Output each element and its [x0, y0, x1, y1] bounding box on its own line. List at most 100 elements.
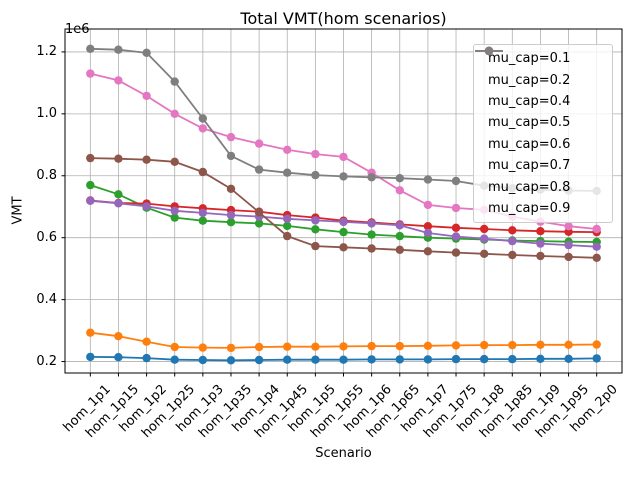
data-point-marker: [339, 172, 348, 181]
series-mu_cap=0.7: [86, 153, 601, 262]
data-point-marker: [311, 241, 320, 251]
data-point-marker: [480, 224, 489, 234]
data-point-marker: [170, 109, 179, 119]
data-point-marker: [226, 184, 236, 193]
data-point-marker: [226, 218, 236, 227]
data-point-marker: [226, 210, 236, 220]
legend-label: mu_cap=0.6: [488, 136, 571, 152]
data-point-marker: [536, 227, 545, 236]
data-point-marker: [339, 227, 348, 237]
data-point-marker: [480, 234, 489, 243]
y-tick-label: 1.2: [36, 43, 57, 59]
data-point-marker: [592, 253, 601, 262]
data-point-marker: [283, 221, 292, 231]
data-point-marker: [254, 139, 264, 148]
data-point-marker: [451, 354, 461, 364]
data-point-marker: [592, 340, 601, 349]
data-point-marker: [508, 236, 517, 246]
data-point-marker: [226, 343, 236, 353]
data-point-marker: [283, 214, 292, 223]
data-point-marker: [564, 252, 573, 262]
data-point-marker: [367, 341, 376, 351]
legend-label: mu_cap=0.8: [488, 179, 571, 195]
legend-label: mu_cap=0.9: [488, 200, 571, 216]
data-point-marker: [451, 248, 461, 257]
data-point-marker: [339, 243, 348, 252]
data-point-marker: [508, 354, 517, 364]
data-point-marker: [395, 186, 404, 195]
data-point-marker: [423, 175, 433, 184]
data-point-marker: [254, 208, 264, 217]
data-point-marker: [536, 340, 545, 349]
data-point-marker: [311, 216, 320, 225]
data-point-marker: [339, 217, 348, 227]
y-tick-label: 0.4: [36, 291, 57, 307]
data-point-marker: [114, 199, 123, 208]
data-point-marker: [311, 355, 320, 364]
legend-label: mu_cap=0.4: [488, 93, 571, 109]
data-point-marker: [86, 153, 95, 163]
data-point-marker: [114, 154, 123, 163]
data-point-marker: [170, 213, 179, 222]
data-point-marker: [170, 342, 179, 352]
data-point-marker: [423, 228, 433, 238]
chart-title: Total VMT(hom scenarios): [240, 9, 447, 28]
legend-item: mu_cap=0.8: [474, 46, 612, 197]
data-point-marker: [142, 353, 151, 363]
data-point-marker: [114, 332, 123, 341]
data-point-marker: [367, 355, 376, 364]
data-point-marker: [198, 208, 207, 218]
data-point-marker: [198, 114, 207, 123]
data-point-marker: [86, 352, 95, 362]
data-point-marker: [170, 157, 179, 166]
y-tick-label: 0.2: [36, 353, 57, 369]
data-point-marker: [311, 225, 320, 234]
data-point-marker: [423, 222, 433, 231]
data-point-marker: [86, 328, 95, 337]
data-point-marker: [339, 152, 348, 162]
legend-item: mu_cap=0.4: [474, 46, 612, 112]
data-point-marker: [536, 251, 545, 261]
legend-item: mu_cap=0.6: [474, 46, 612, 155]
data-point-marker: [283, 355, 292, 364]
tick-marks: [61, 51, 598, 377]
data-point-marker: [86, 196, 95, 205]
data-point-marker: [142, 91, 151, 101]
data-point-marker: [367, 230, 376, 239]
data-point-marker: [508, 340, 517, 350]
data-point-marker: [480, 249, 489, 258]
data-point-marker: [170, 355, 179, 364]
legend-label: mu_cap=0.1: [488, 51, 571, 67]
legend-item: mu_cap=0.2: [474, 46, 612, 90]
legend-item: mu_cap=0.9: [474, 46, 612, 219]
data-point-marker: [283, 145, 292, 154]
data-point-marker: [114, 353, 123, 362]
y-tick-label: 0.8: [36, 167, 57, 183]
data-point-marker: [451, 341, 461, 350]
data-point-marker: [480, 354, 489, 364]
data-point-marker: [283, 168, 292, 177]
data-point-marker: [254, 219, 264, 228]
data-point-marker: [592, 354, 601, 363]
data-point-marker: [114, 190, 123, 199]
data-point-marker: [86, 69, 95, 78]
data-point-marker: [395, 174, 404, 183]
data-point-marker: [536, 354, 545, 363]
data-point-marker: [564, 340, 573, 349]
data-point-marker: [339, 342, 348, 351]
data-point-marker: [395, 245, 404, 254]
y-tick-label: 0.6: [36, 229, 57, 245]
data-point-marker: [508, 226, 517, 235]
data-point-marker: [367, 219, 376, 228]
data-point-marker: [536, 239, 545, 248]
data-point-marker: [451, 176, 461, 186]
data-point-marker: [170, 77, 179, 86]
data-point-marker: [198, 355, 207, 365]
data-point-marker: [114, 45, 123, 54]
data-point-marker: [254, 355, 264, 365]
data-point-marker: [142, 155, 151, 164]
data-point-marker: [367, 244, 376, 253]
data-point-marker: [508, 250, 517, 260]
data-point-marker: [254, 165, 264, 174]
data-point-marker: [198, 343, 207, 352]
